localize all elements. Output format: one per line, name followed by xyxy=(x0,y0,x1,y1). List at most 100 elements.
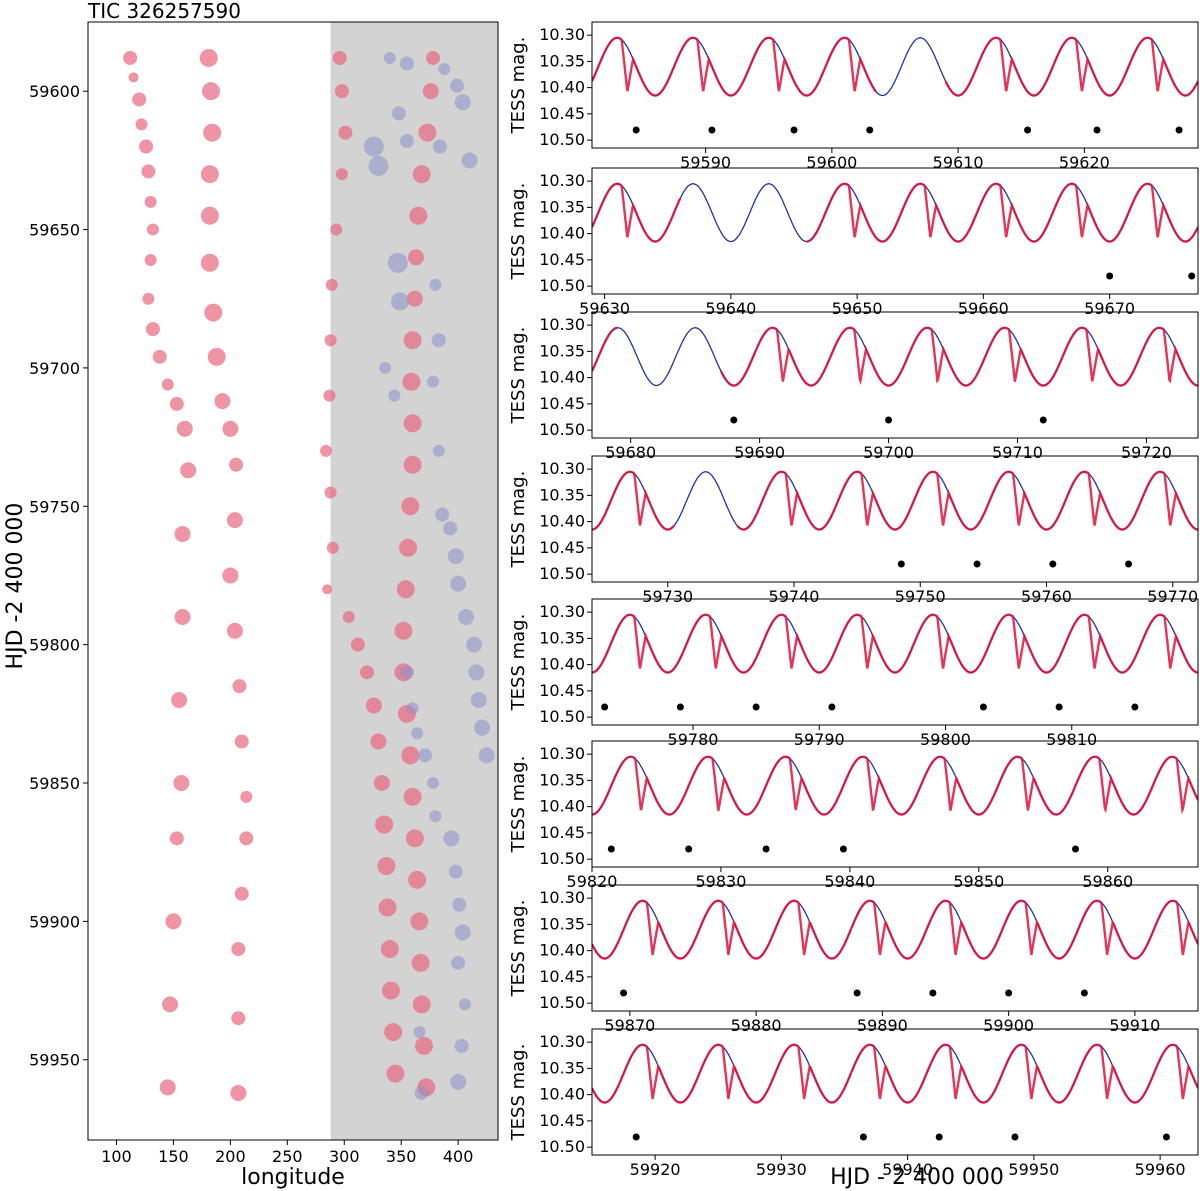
left-spot-map-panel: TIC 326257590 100 150 200 250 300 350 400 59600… xyxy=(3,0,499,1190)
spot-point xyxy=(334,84,349,99)
spot-point xyxy=(214,393,231,410)
spot-point xyxy=(391,106,406,121)
spot-point xyxy=(408,249,424,266)
spot-point xyxy=(406,290,423,307)
eclipse-marker xyxy=(973,560,981,568)
light-curve-panel: 59780 59790 59800 59810 10.30 10.35 10.40 10.45… xyxy=(508,598,1199,749)
y-tick-label: 10.40 xyxy=(539,78,585,97)
x-tick-label: 59930 xyxy=(756,1160,807,1179)
spot-point xyxy=(381,981,400,1000)
eclipse-marker xyxy=(1106,272,1114,280)
y-tick-label: 10.35 xyxy=(539,628,585,647)
y-tick-label: 10.35 xyxy=(539,770,585,789)
x-tick-label: 59700 xyxy=(863,443,914,462)
spot-point xyxy=(403,414,422,433)
spot-point xyxy=(363,136,384,157)
spot-point xyxy=(386,1064,405,1083)
spot-point xyxy=(399,133,414,148)
observed-light-curve xyxy=(592,182,1198,243)
spot-point xyxy=(406,702,419,715)
spot-point xyxy=(409,206,428,225)
eclipse-marker xyxy=(929,989,937,997)
spot-point xyxy=(323,389,336,402)
spot-point xyxy=(427,375,440,388)
panel-frame xyxy=(591,21,1199,149)
y-tick-label: 10.40 xyxy=(539,1085,585,1104)
spot-point xyxy=(399,56,414,71)
y-tick-label: 10.35 xyxy=(539,914,585,933)
spot-point xyxy=(411,953,430,972)
y-tick-label: 10.30 xyxy=(539,1032,585,1051)
x-tick-label: 59620 xyxy=(1059,153,1110,172)
spot-longitude-plot: 100 150 200 250 300 350 400 59600 59650 59700 5975… xyxy=(29,21,499,1166)
spot-point xyxy=(408,870,427,889)
x-tick-label: 150 xyxy=(158,1147,189,1166)
x-tick-label: 59790 xyxy=(794,730,845,749)
x-tick-label: 59910 xyxy=(1109,1016,1160,1035)
spot-point xyxy=(360,665,375,680)
y-axis-label-tess-mag: TESS mag. xyxy=(508,183,529,281)
spot-point xyxy=(132,92,147,107)
y-tick-label: 10.45 xyxy=(539,538,585,557)
spot-point xyxy=(222,567,239,584)
observed-light-curve xyxy=(592,326,1198,387)
spot-point xyxy=(332,50,347,65)
x-tick-label: 59860 xyxy=(1082,872,1133,891)
spot-point xyxy=(454,94,471,111)
y-tick-label: 59850 xyxy=(29,774,80,793)
eclipse-marker xyxy=(1039,416,1047,424)
spot-point xyxy=(202,82,220,101)
spot-point xyxy=(324,334,337,347)
spot-point xyxy=(350,637,365,652)
y-tick-label: 59650 xyxy=(29,221,80,240)
spot-point xyxy=(378,898,397,917)
eclipse-marker xyxy=(1188,272,1196,280)
x-tick-label: 59600 xyxy=(806,153,857,172)
y-tick-label: 59900 xyxy=(29,912,80,931)
panel-frame xyxy=(591,740,1199,868)
eclipse-marker xyxy=(839,845,847,853)
spot-point xyxy=(375,815,394,834)
spot-point xyxy=(450,1073,467,1090)
spot-point xyxy=(141,164,156,179)
y-tick-label: 10.45 xyxy=(539,1111,585,1130)
x-tick-label: 59670 xyxy=(1084,299,1135,318)
spot-point xyxy=(240,790,253,803)
y-tick-label: 10.30 xyxy=(539,25,585,44)
spot-point xyxy=(161,378,174,391)
spot-point xyxy=(435,507,450,522)
spot-point xyxy=(403,787,422,806)
x-tick-label: 250 xyxy=(272,1147,303,1166)
x-tick-label: 59780 xyxy=(668,730,719,749)
spot-point xyxy=(368,155,389,176)
spot-point xyxy=(399,538,418,557)
x-tick-label: 59750 xyxy=(895,587,946,606)
spot-point xyxy=(411,727,424,740)
spot-point xyxy=(387,252,408,273)
x-tick-label: 59820 xyxy=(567,872,618,891)
spot-point xyxy=(451,955,466,970)
observed-light-curve xyxy=(592,613,1198,674)
spot-point xyxy=(231,942,246,957)
eclipse-marker xyxy=(708,126,716,134)
light-curve-panel: 59590 59600 59610 59620 10.30 10.35 10.40 10.45… xyxy=(508,21,1199,172)
x-tick-label: 59690 xyxy=(734,443,785,462)
spot-point xyxy=(403,331,422,350)
x-tick-label: 59740 xyxy=(769,587,820,606)
y-tick-label: 10.40 xyxy=(539,655,585,674)
spot-point xyxy=(322,584,333,595)
eclipse-marker xyxy=(853,989,861,997)
spot-point xyxy=(325,278,338,291)
x-tick-label: 59880 xyxy=(731,1016,782,1035)
spot-point xyxy=(448,864,463,879)
eclipse-marker xyxy=(1093,126,1101,134)
spot-point xyxy=(418,748,433,763)
spot-point xyxy=(373,775,390,792)
x-tick-label: 59640 xyxy=(705,299,756,318)
spot-point xyxy=(230,1084,247,1101)
spot-point xyxy=(171,691,188,708)
spot-point xyxy=(431,333,446,348)
spot-point xyxy=(139,139,154,154)
spot-point xyxy=(379,361,392,374)
x-tick-label: 300 xyxy=(329,1147,360,1166)
